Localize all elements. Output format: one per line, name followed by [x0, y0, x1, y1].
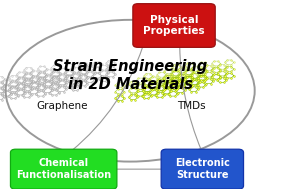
- FancyBboxPatch shape: [133, 4, 215, 47]
- Text: TMDs: TMDs: [177, 101, 205, 111]
- Text: Chemical
Functionalisation: Chemical Functionalisation: [16, 158, 111, 180]
- Text: Electronic
Structure: Electronic Structure: [175, 158, 230, 180]
- FancyBboxPatch shape: [10, 149, 117, 189]
- Text: Strain Engineering
in 2D Materials: Strain Engineering in 2D Materials: [53, 59, 207, 92]
- Text: Graphene: Graphene: [37, 101, 88, 111]
- Text: Physical
Properties: Physical Properties: [143, 15, 205, 36]
- FancyBboxPatch shape: [161, 149, 243, 189]
